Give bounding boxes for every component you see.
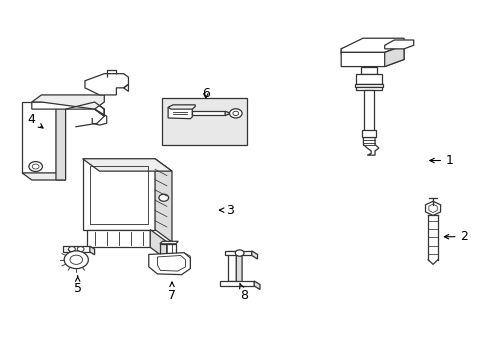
Text: 7: 7: [168, 282, 176, 302]
Polygon shape: [384, 40, 413, 49]
Text: 3: 3: [219, 204, 233, 217]
Polygon shape: [22, 102, 56, 173]
Polygon shape: [355, 74, 382, 84]
Polygon shape: [32, 102, 104, 116]
Polygon shape: [220, 281, 254, 286]
Polygon shape: [87, 230, 150, 247]
Circle shape: [159, 194, 168, 201]
Circle shape: [29, 162, 42, 171]
Circle shape: [64, 251, 88, 269]
Polygon shape: [155, 159, 172, 242]
Polygon shape: [168, 107, 192, 119]
Polygon shape: [341, 38, 403, 53]
Text: 5: 5: [74, 276, 81, 294]
Polygon shape: [85, 74, 128, 95]
Circle shape: [70, 255, 82, 264]
Polygon shape: [341, 45, 403, 67]
Polygon shape: [384, 45, 403, 67]
Text: 6: 6: [202, 87, 209, 100]
Polygon shape: [341, 40, 389, 54]
Polygon shape: [192, 111, 224, 116]
Polygon shape: [32, 95, 104, 109]
Circle shape: [32, 164, 39, 169]
Polygon shape: [168, 105, 195, 109]
Polygon shape: [90, 246, 95, 255]
Polygon shape: [148, 253, 190, 275]
Polygon shape: [355, 87, 382, 90]
Polygon shape: [425, 201, 440, 215]
Polygon shape: [360, 67, 377, 74]
Polygon shape: [160, 241, 178, 244]
Text: 2: 2: [444, 230, 468, 243]
Polygon shape: [364, 90, 373, 138]
Circle shape: [235, 250, 244, 256]
Polygon shape: [56, 102, 65, 180]
Circle shape: [229, 109, 242, 118]
Polygon shape: [254, 281, 260, 289]
Polygon shape: [224, 251, 251, 256]
Polygon shape: [82, 159, 172, 171]
Circle shape: [77, 247, 84, 252]
Polygon shape: [224, 111, 228, 116]
Polygon shape: [62, 246, 90, 252]
Polygon shape: [22, 173, 65, 180]
Text: 8: 8: [239, 283, 248, 302]
Text: 1: 1: [429, 154, 453, 167]
Polygon shape: [82, 159, 155, 230]
Circle shape: [68, 247, 75, 252]
Bar: [162, 99, 246, 145]
Polygon shape: [251, 251, 257, 259]
Polygon shape: [227, 251, 236, 281]
Polygon shape: [236, 251, 242, 284]
Polygon shape: [354, 84, 383, 87]
Text: 4: 4: [28, 113, 43, 128]
Polygon shape: [362, 130, 375, 138]
Circle shape: [232, 111, 238, 116]
Polygon shape: [150, 230, 167, 260]
